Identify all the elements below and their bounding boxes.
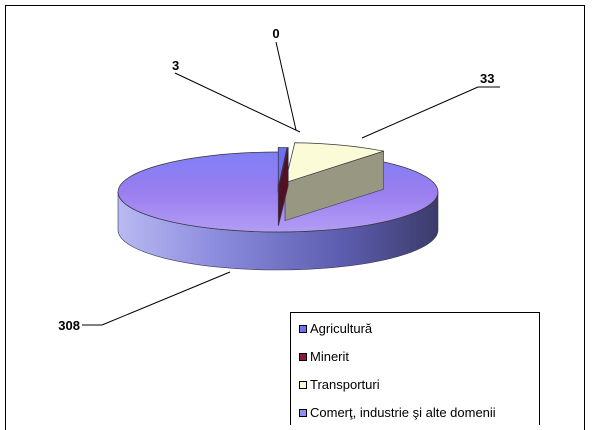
legend-label: Agricultură [310, 321, 373, 336]
data-label-transporturi: 33 [480, 71, 494, 86]
data-label-agricultura: 3 [172, 58, 179, 73]
pie-slice-minerit [278, 147, 289, 226]
legend-label: Transporturi [310, 377, 380, 392]
pie-slice-transporturi [284, 142, 384, 222]
leader-line-comert [101, 271, 231, 326]
legend-swatch-transporturi [299, 380, 307, 389]
data-label-comert: 308 [58, 318, 80, 333]
data-label-minerit: 0 [272, 26, 279, 41]
legend-item-agricultura: Agricultură [299, 321, 372, 336]
legend-label: Comerţ, industrie şi alte domenii [310, 405, 496, 420]
legend-swatch-minerit [299, 352, 307, 361]
legend-swatch-comert [299, 408, 307, 417]
legend-item-minerit: Minerit [299, 349, 349, 364]
legend: Agricultură Minerit Transporturi Comerţ,… [290, 312, 540, 425]
legend-swatch-agricultura [299, 324, 307, 333]
leader-line-agricultura [174, 72, 301, 133]
legend-item-transporturi: Transporturi [299, 377, 380, 392]
chart-area [5, 5, 585, 430]
leader-line-minerit [275, 41, 297, 131]
legend-item-comert: Comerţ, industrie şi alte domenii [299, 405, 496, 420]
leader-line-transporturi [361, 86, 479, 139]
legend-label: Minerit [310, 349, 350, 364]
